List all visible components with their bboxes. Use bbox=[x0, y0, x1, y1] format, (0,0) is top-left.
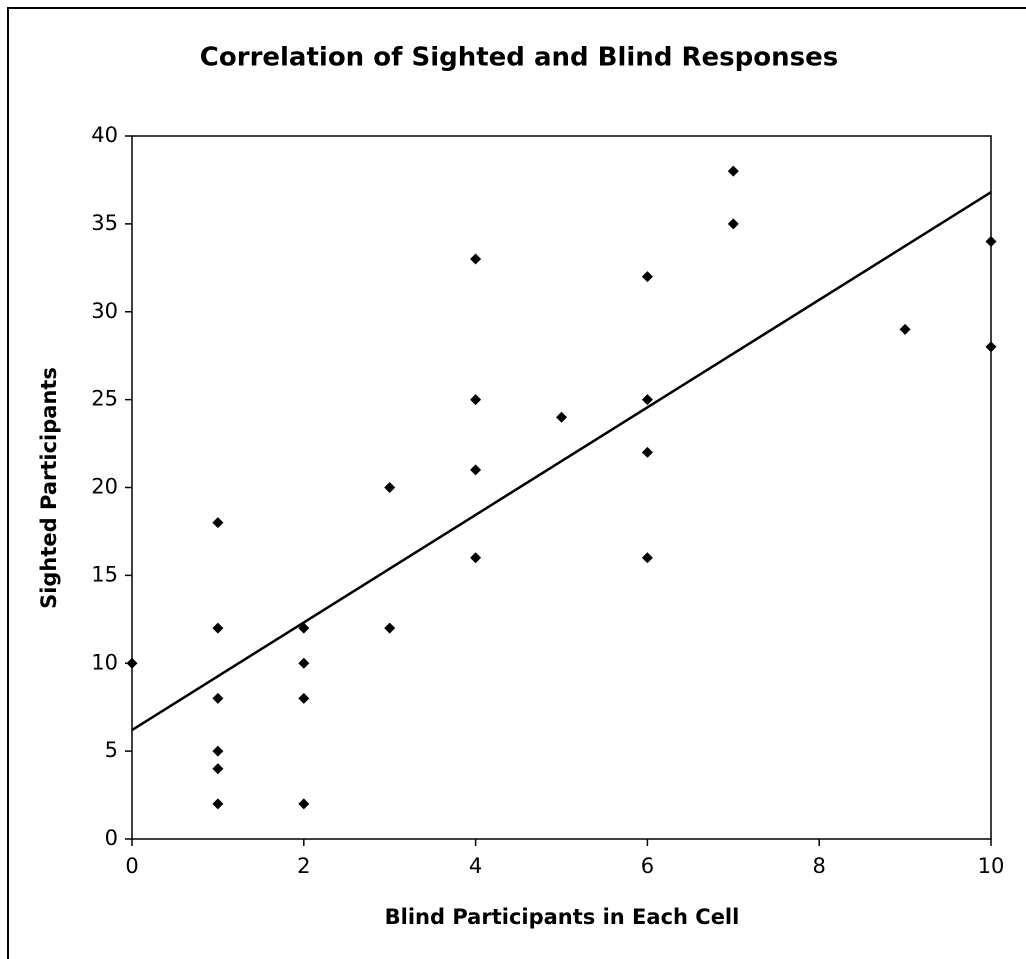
y-tick-label: 35 bbox=[91, 211, 118, 235]
x-tick-label: 4 bbox=[469, 854, 482, 878]
x-tick-label: 2 bbox=[297, 854, 310, 878]
point bbox=[470, 552, 482, 564]
x-tick-label: 0 bbox=[125, 854, 138, 878]
chart-title: Correlation of Sighted and Blind Respons… bbox=[200, 43, 838, 73]
point bbox=[641, 394, 653, 406]
point bbox=[556, 411, 567, 423]
point bbox=[212, 692, 224, 704]
y-tick-label: 5 bbox=[105, 738, 118, 762]
y-tick-label: 40 bbox=[91, 123, 118, 147]
point bbox=[212, 763, 224, 775]
point bbox=[727, 165, 739, 177]
plot-area bbox=[131, 135, 992, 840]
point bbox=[985, 235, 997, 247]
x-tick-label: 6 bbox=[641, 854, 654, 878]
point bbox=[727, 218, 739, 230]
y-tick-label: 15 bbox=[91, 562, 118, 586]
point bbox=[212, 517, 224, 529]
point bbox=[641, 446, 653, 458]
x-axis-label: Blind Participants in Each Cell bbox=[385, 905, 740, 929]
point bbox=[641, 552, 653, 564]
point bbox=[126, 657, 138, 669]
point bbox=[641, 271, 653, 283]
y-tick-label: 10 bbox=[91, 650, 118, 674]
point bbox=[298, 657, 310, 669]
point bbox=[212, 622, 224, 634]
frame bbox=[7, 7, 1026, 959]
point bbox=[470, 394, 482, 406]
y-tick-label: 25 bbox=[91, 387, 118, 411]
y-tick-label: 20 bbox=[91, 475, 118, 499]
point bbox=[470, 464, 482, 476]
point bbox=[470, 253, 482, 265]
y-axis-label: Sighted Participants bbox=[37, 367, 61, 609]
point bbox=[298, 798, 310, 810]
point bbox=[899, 323, 911, 335]
y-tick-label: 0 bbox=[105, 826, 118, 850]
point bbox=[212, 798, 224, 810]
point bbox=[384, 622, 396, 634]
trend-line bbox=[131, 191, 992, 732]
x-tick-label: 8 bbox=[813, 854, 826, 878]
point bbox=[384, 482, 396, 493]
x-tick-label: 10 bbox=[978, 854, 1005, 878]
point bbox=[298, 622, 310, 634]
point bbox=[985, 341, 997, 353]
point bbox=[298, 692, 310, 704]
y-tick-label: 30 bbox=[91, 299, 118, 323]
point bbox=[212, 745, 224, 757]
